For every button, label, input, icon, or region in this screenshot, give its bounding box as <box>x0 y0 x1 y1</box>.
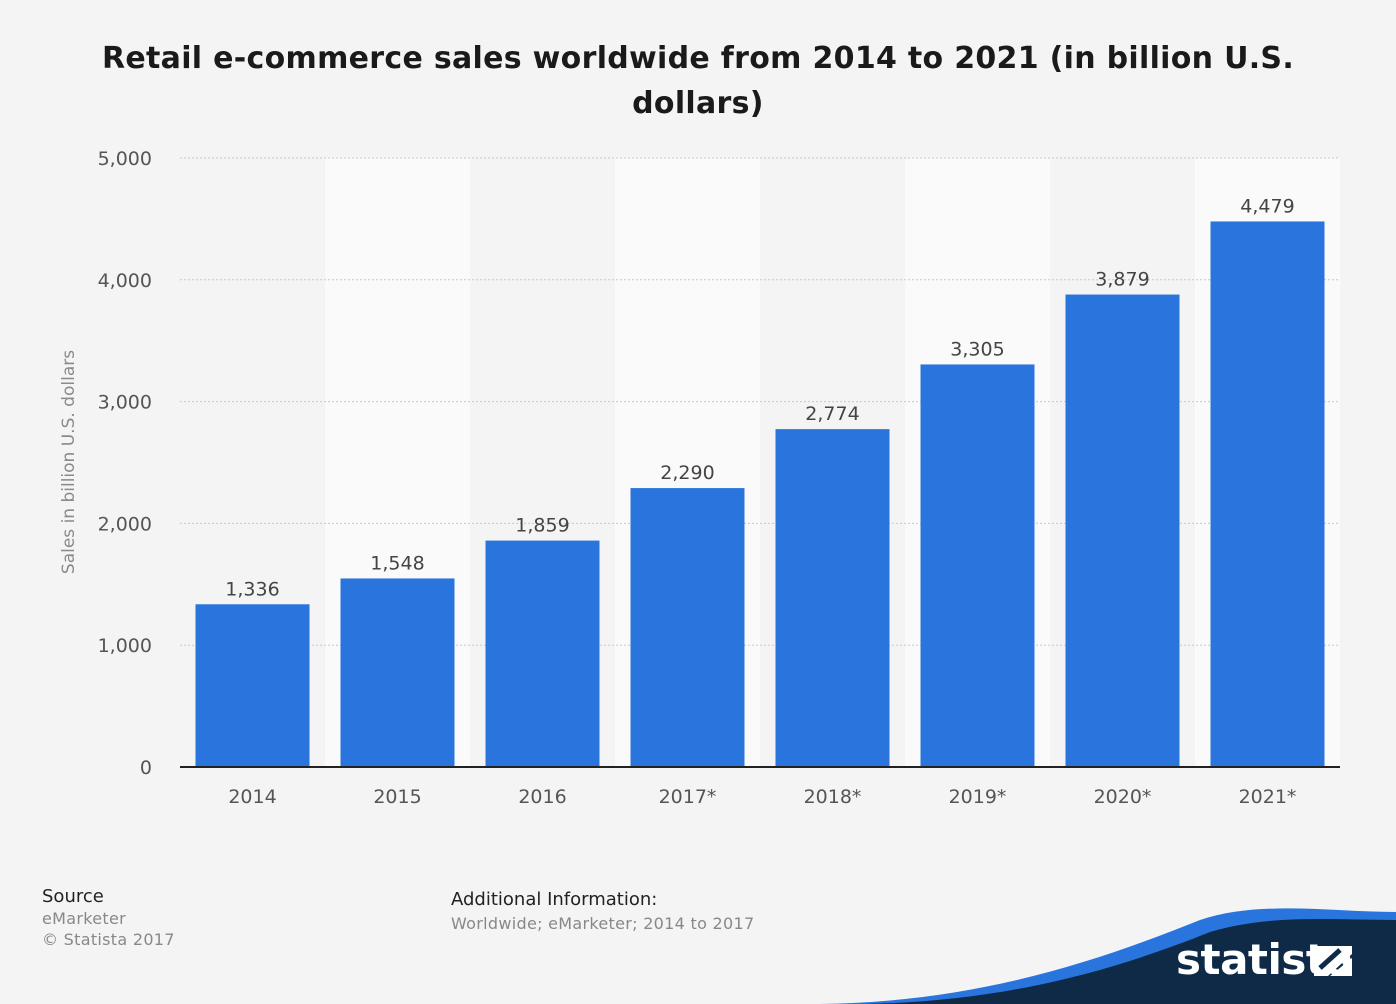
data-label: 4,479 <box>1240 195 1294 217</box>
x-tick-label: 2016 <box>518 786 566 808</box>
source-block: Source eMarketer © Statista 2017 <box>42 886 175 949</box>
data-label: 3,879 <box>1095 269 1149 291</box>
x-tick-label: 2014 <box>228 786 276 808</box>
bar <box>340 578 455 767</box>
y-tick-label: 2,000 <box>98 513 152 535</box>
y-tick-label: 1,000 <box>98 635 152 657</box>
additional-info-title: Additional Information: <box>451 889 658 910</box>
chart-title: Retail e-commerce sales worldwide from 2… <box>101 41 1295 121</box>
source-name: eMarketer <box>42 909 126 928</box>
data-label: 2,290 <box>660 462 714 484</box>
y-tick-label: 0 <box>140 757 152 779</box>
x-tick-label: 2019* <box>949 786 1007 808</box>
bar <box>195 604 310 767</box>
copyright-text: © Statista 2017 <box>42 930 175 949</box>
additional-info-text: Worldwide; eMarketer; 2014 to 2017 <box>451 914 755 933</box>
bar <box>630 488 745 767</box>
statista-logo-icon <box>1314 946 1352 976</box>
y-tick-label: 5,000 <box>98 148 152 170</box>
y-tick-label: 4,000 <box>98 270 152 292</box>
y-tick-label: 3,000 <box>98 392 152 414</box>
bar <box>485 540 600 767</box>
x-tick-label: 2021* <box>1239 786 1297 808</box>
bar <box>920 364 1035 767</box>
bar <box>1210 221 1325 768</box>
x-tick-label: 2018* <box>804 786 862 808</box>
data-label: 2,774 <box>805 403 859 425</box>
source-title: Source <box>42 886 104 907</box>
data-label: 3,305 <box>950 338 1004 360</box>
x-tick-label: 2020* <box>1094 786 1152 808</box>
additional-info-block: Additional Information: Worldwide; eMark… <box>451 889 754 933</box>
x-tick-label: 2015 <box>373 786 421 808</box>
bar <box>1065 294 1180 767</box>
brand-dark-band <box>860 919 1396 1004</box>
data-label: 1,548 <box>370 552 424 574</box>
x-tick-label: 2017* <box>659 786 717 808</box>
data-label: 1,859 <box>515 515 569 537</box>
data-label: 1,336 <box>225 578 279 600</box>
bar <box>775 429 890 767</box>
